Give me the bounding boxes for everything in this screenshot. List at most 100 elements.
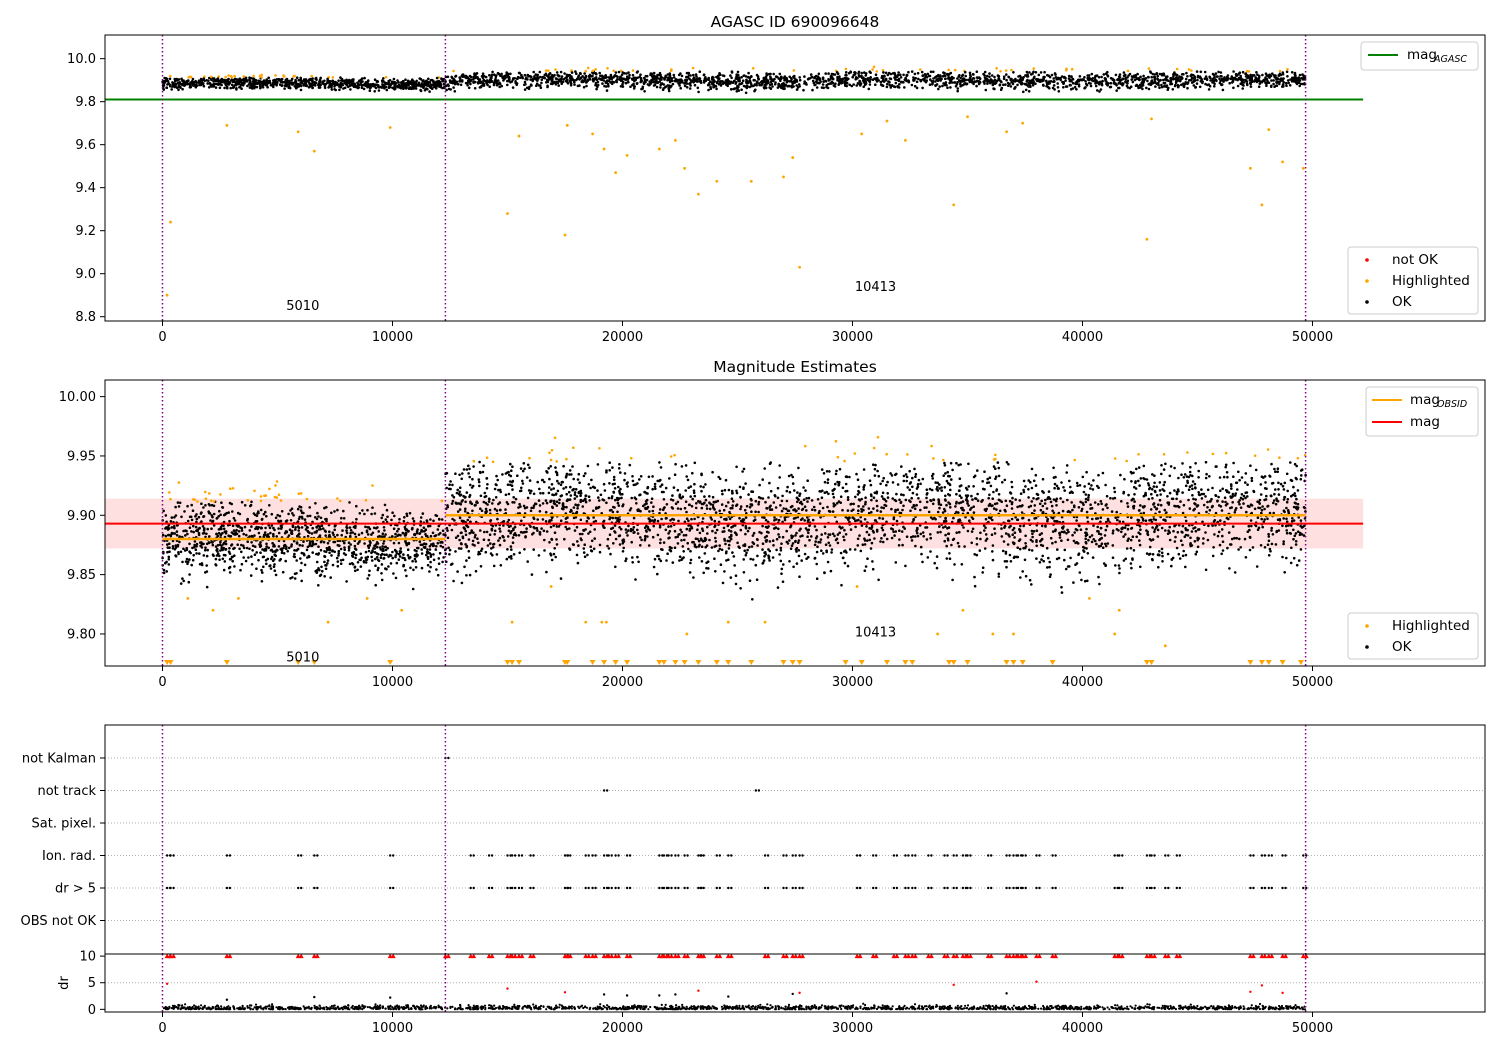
agasc-point (753, 83, 757, 86)
agasc-point (1182, 84, 1185, 88)
agasc-point (1099, 88, 1103, 91)
magnitude-point (1173, 540, 1177, 543)
magnitude-point (718, 544, 721, 547)
magnitude-point (426, 548, 429, 551)
magnitude-point (383, 503, 387, 507)
magnitude-point (620, 496, 623, 500)
magnitude-point (383, 529, 386, 532)
agasc-point (1254, 76, 1258, 80)
agasc-outlier-point (625, 154, 629, 157)
agasc-point (451, 76, 454, 80)
agasc-point (240, 83, 243, 87)
magnitude-point (908, 469, 911, 473)
magnitude-point (794, 534, 797, 537)
agasc-point (746, 85, 749, 88)
magnitude-point (299, 557, 302, 560)
magnitude-point (324, 517, 327, 521)
magnitude-point (191, 509, 195, 512)
agasc-point (942, 82, 945, 85)
magnitude-point (1212, 546, 1215, 549)
magnitude-point (347, 541, 351, 544)
agasc-point (832, 84, 836, 87)
agasc-point (920, 70, 924, 74)
agasc-point (916, 71, 920, 75)
magnitude-point (347, 549, 351, 552)
agasc-point (1193, 75, 1196, 78)
agasc-point (1096, 89, 1099, 92)
magnitude-point (279, 557, 283, 561)
agasc-point (811, 75, 814, 79)
magnitude-point (1253, 454, 1257, 458)
agasc-point (785, 80, 789, 84)
magnitude-point (204, 497, 208, 501)
magnitude-point (316, 553, 320, 556)
agasc-point (679, 86, 682, 90)
agasc-point (218, 79, 221, 82)
agasc-point (1086, 74, 1089, 77)
magnitude-point (164, 534, 168, 538)
magnitude-point (437, 557, 441, 560)
agasc-point (829, 76, 833, 79)
magnitude-point (343, 546, 346, 549)
agasc-point (429, 79, 433, 82)
agasc-point (409, 80, 413, 83)
magnitude-point (232, 516, 236, 520)
agasc-point (1301, 78, 1305, 81)
agasc-point (1149, 71, 1153, 74)
magnitude-point (321, 569, 324, 573)
magnitude-point (946, 537, 950, 540)
agasc-point (997, 74, 1001, 78)
agasc-point (259, 86, 262, 90)
magnitude-point (656, 519, 660, 523)
magnitude-point (771, 539, 775, 542)
agasc-point (523, 88, 527, 91)
magnitude-point (284, 519, 288, 523)
agasc-outlier-point (791, 156, 795, 159)
magnitude-point (273, 528, 276, 532)
agasc-point (956, 87, 960, 90)
agasc-point (1281, 71, 1285, 74)
magnitude-point (836, 541, 840, 545)
agasc-point (944, 81, 948, 84)
magnitude-point (222, 553, 226, 557)
magnitude-point (365, 530, 369, 534)
magnitude-point (1101, 546, 1105, 549)
agasc-point (1223, 76, 1226, 79)
agasc-point (177, 84, 181, 87)
agasc-point (697, 90, 700, 94)
agasc-point (252, 74, 255, 78)
agasc-point (982, 72, 985, 76)
magnitude-point (403, 516, 406, 519)
agasc-point (742, 84, 746, 88)
agasc-point (660, 82, 664, 85)
agasc-point (252, 82, 256, 85)
agasc-point (714, 85, 718, 88)
magnitude-point (437, 517, 441, 521)
agasc-point (734, 82, 737, 85)
agasc-point (231, 86, 235, 89)
agasc-point (1007, 84, 1010, 87)
agasc-point (424, 87, 428, 90)
magnitude-point (405, 514, 409, 518)
legend-subscript: AGASC (1433, 54, 1467, 65)
magnitude-point (168, 533, 171, 537)
agasc-point (565, 73, 569, 77)
agasc-point (1180, 73, 1184, 76)
magnitude-point (227, 534, 230, 537)
magnitude-point (260, 568, 263, 572)
magnitude-point (345, 525, 348, 529)
agasc-point (434, 87, 438, 90)
magnitude-point (409, 555, 412, 559)
agasc-point (318, 79, 322, 82)
agasc-point (1053, 72, 1057, 75)
magnitude-point (1027, 479, 1030, 482)
agasc-point (896, 73, 900, 77)
magnitude-point (317, 545, 320, 548)
magnitude-point (329, 576, 333, 579)
agasc-point (1247, 70, 1251, 73)
magnitude-point (456, 570, 459, 573)
magnitude-point (208, 535, 211, 538)
agasc-point (913, 72, 917, 76)
magnitude-point (636, 528, 639, 532)
magnitude-point (1240, 476, 1244, 479)
